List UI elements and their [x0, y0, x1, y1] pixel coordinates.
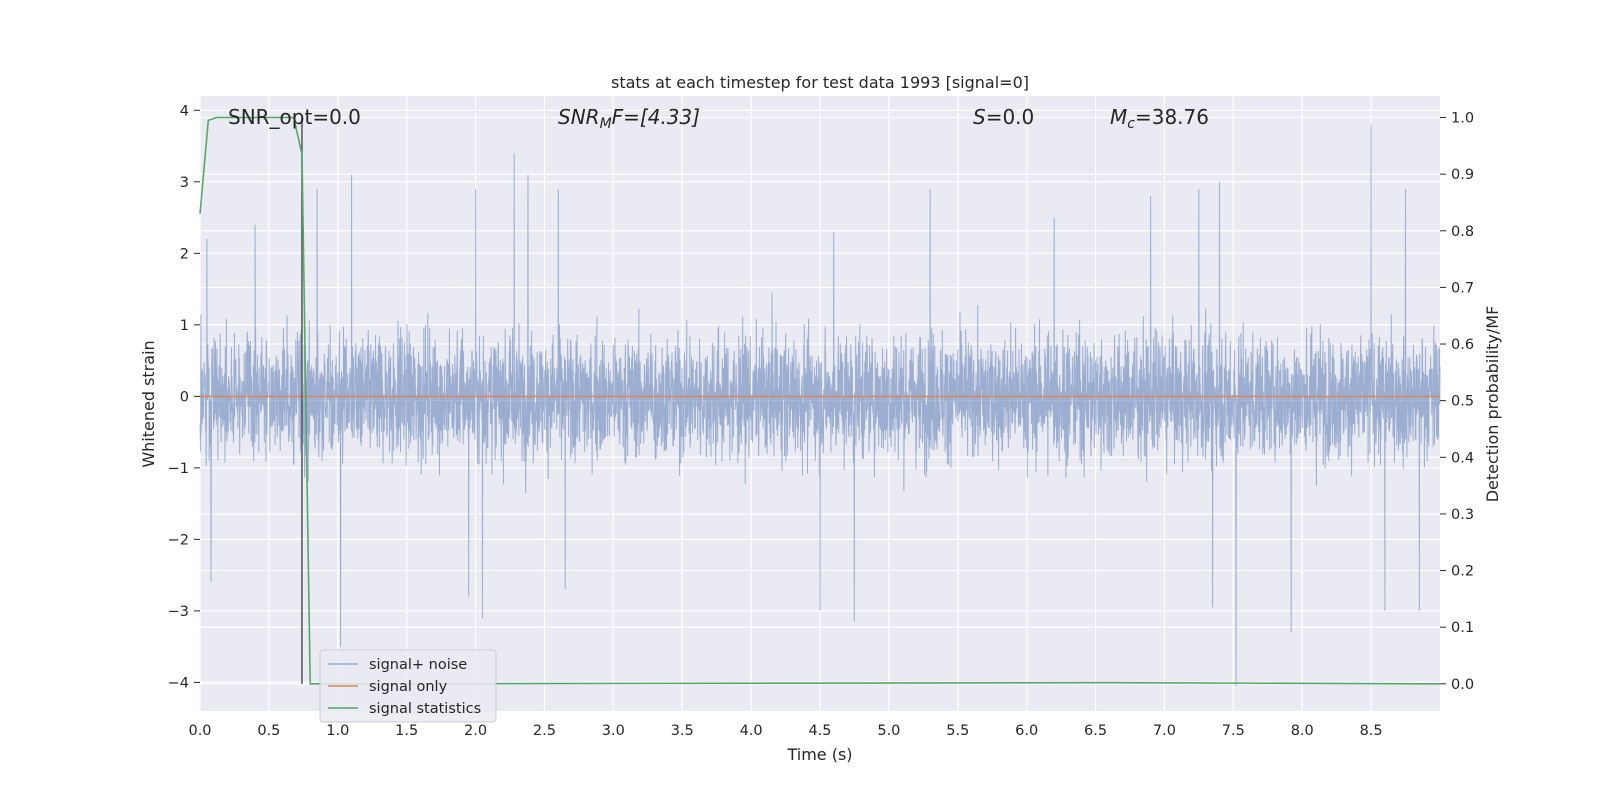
x-tick-label: 2.0	[464, 723, 487, 739]
y-right-tick-label: 0.9	[1451, 167, 1474, 183]
legend: signal+ noise signal only signal statist…	[319, 649, 497, 723]
y-tick-label: −2	[168, 532, 189, 548]
series-signal-noise	[199, 124, 1441, 687]
x-axis-label: Time (s)	[786, 745, 852, 764]
y-tick-label: 2	[180, 246, 189, 262]
legend-label-signal-only: signal only	[369, 679, 448, 695]
y-tick-label: −4	[168, 675, 189, 691]
legend-box	[319, 649, 497, 723]
annotation-s: S=0.0	[973, 105, 1034, 129]
x-tick-label: 6.0	[1015, 723, 1038, 739]
annotation-mc: Mc=38.76	[1110, 105, 1209, 132]
y-right-tick-label: 0.3	[1451, 507, 1474, 523]
y-tick-label: 1	[180, 318, 189, 334]
y-tick-label: 0	[180, 389, 189, 405]
x-tick-label: 6.5	[1084, 723, 1107, 739]
y-right-tick-label: 1.0	[1451, 111, 1474, 127]
x-tick-label: 1.5	[395, 723, 418, 739]
y-tick-label: 3	[180, 175, 189, 191]
tick-layer: 0.0 0.5 1.0 1.5 2.0 2.5 3.0 3.5 4.0 4.5 5.0 5.5 6.0 6…	[168, 103, 1474, 739]
x-tick-label: 3.0	[602, 723, 625, 739]
y-tick-label: 4	[180, 103, 189, 119]
x-tick-label: 7.5	[1222, 723, 1245, 739]
x-tick-label: 3.5	[671, 723, 694, 739]
x-tick-label: 5.5	[946, 723, 969, 739]
x-tick-label: 5.0	[877, 723, 900, 739]
x-tick-label: 4.5	[808, 723, 831, 739]
y-right-tick-label: 0.6	[1451, 337, 1474, 353]
x-tick-label: 1.0	[326, 723, 349, 739]
y-right-tick-label: 0.8	[1451, 224, 1474, 240]
x-tick-label: 0.0	[188, 723, 211, 739]
chart-title: stats at each timestep for test data 199…	[611, 73, 1029, 92]
annotation-snr-mf: SNRMF=[4.33]	[558, 105, 700, 132]
y-right-tick-label: 0.7	[1451, 280, 1474, 296]
y-right-tick-label: 0.2	[1451, 564, 1474, 580]
x-tick-label: 0.5	[257, 723, 280, 739]
y-right-tick-label: 0.1	[1451, 620, 1474, 636]
y-tick-label: −3	[168, 604, 189, 620]
y-right-tick-label: 0.5	[1451, 394, 1474, 410]
x-tick-label: 8.5	[1360, 723, 1383, 739]
legend-label-signal-statistics: signal statistics	[369, 701, 481, 717]
y-tick-label: −1	[168, 461, 189, 477]
annotation-snr-opt: SNR_opt=0.0	[228, 105, 361, 129]
x-tick-label: 8.0	[1291, 723, 1314, 739]
x-tick-label: 4.0	[740, 723, 763, 739]
y-right-tick-label: 0.0	[1451, 677, 1474, 693]
y-axis-label: Whitened strain	[139, 340, 158, 467]
x-tick-label: 2.5	[533, 723, 556, 739]
y-right-tick-label: 0.4	[1451, 450, 1474, 466]
y-right-axis-label: Detection probability/MF	[1483, 306, 1502, 503]
legend-label-signal-noise: signal+ noise	[369, 657, 467, 673]
x-tick-label: 7.0	[1153, 723, 1176, 739]
